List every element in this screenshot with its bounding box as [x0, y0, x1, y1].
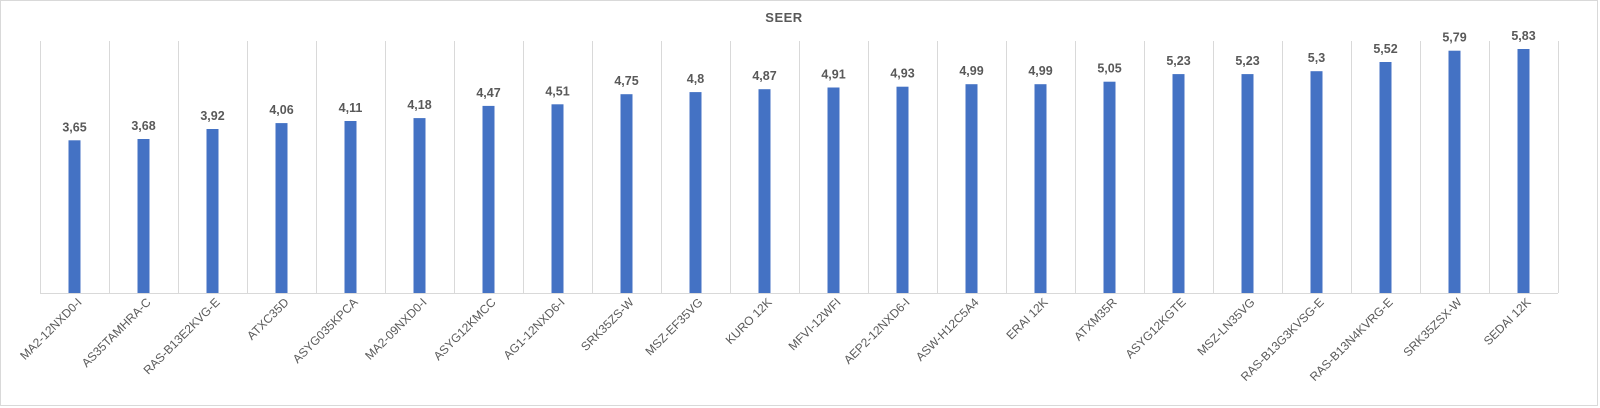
data-label: 4,87: [752, 69, 776, 83]
data-label: 3,68: [131, 119, 155, 133]
data-label: 4,99: [959, 64, 983, 78]
x-tick-label: SRK35ZSX-W: [1400, 295, 1465, 360]
x-tick-label: AS35TAMHRA-C: [79, 295, 154, 370]
data-label: 5,79: [1442, 31, 1466, 45]
bar: [275, 123, 288, 293]
x-tick-label: MSZ-LN35VG: [1194, 295, 1257, 358]
bar: [1448, 50, 1461, 294]
x-tick-label: ERAI 12K: [1003, 295, 1050, 342]
x-tick-label: ATXM35R: [1071, 295, 1120, 344]
data-label: 5,3: [1308, 51, 1325, 65]
data-label: 4,91: [821, 68, 845, 82]
bar: [620, 94, 633, 293]
bar: [965, 84, 978, 293]
bar: [482, 105, 495, 294]
bar: [896, 86, 909, 293]
bar: [137, 139, 150, 293]
data-label: 4,8: [687, 72, 704, 86]
bar: [551, 104, 564, 293]
x-tick-label: KURO 12K: [723, 295, 775, 347]
x-tick-label: AG1-12NXD6-I: [501, 295, 568, 362]
data-label: 5,23: [1235, 54, 1259, 68]
data-label: 5,05: [1097, 62, 1121, 76]
data-label: 4,47: [476, 86, 500, 100]
data-label: 4,51: [545, 84, 569, 98]
x-tick-label: RAS-B13E2KVG-E: [141, 295, 223, 377]
x-tick-label: SRK35ZS-W: [578, 295, 637, 354]
bar: [1103, 81, 1116, 293]
data-label: 4,06: [269, 103, 293, 117]
bar: [344, 121, 357, 293]
data-label: 4,11: [339, 101, 363, 115]
chart-title: SEER: [765, 10, 803, 25]
x-tick-label: MA2-09NXD0-I: [362, 295, 429, 362]
x-tick-label: AEP2-12NXD6-I: [841, 295, 913, 367]
data-label: 4,18: [407, 98, 431, 112]
bar: [1034, 84, 1047, 293]
x-tick-label: ASYG12KMCC: [431, 295, 499, 363]
data-label: 5,83: [1511, 29, 1535, 43]
bar: [68, 140, 81, 293]
data-label: 4,93: [890, 67, 914, 81]
data-label: 3,65: [62, 120, 86, 134]
x-tick-label: SEDAI 12K: [1481, 295, 1534, 348]
data-label: 3,92: [200, 109, 224, 123]
data-label: 4,99: [1028, 64, 1052, 78]
x-tick-label: ASYG035KPCA: [290, 295, 361, 366]
x-tick-label: MA2-12NXD0-I: [17, 295, 84, 362]
bar: [1172, 74, 1185, 293]
grid-lines: [40, 41, 1559, 293]
bar: [413, 118, 426, 293]
bar: [1517, 49, 1530, 293]
bar-series: [68, 49, 1530, 294]
x-tick-label: MFVI-12WFI: [786, 295, 844, 353]
bar: [206, 129, 219, 293]
data-label: 4,75: [614, 74, 638, 88]
x-tick-label: ASYG12KGTE: [1123, 295, 1189, 361]
x-tick-label: ATXC35D: [244, 295, 292, 343]
bar: [758, 89, 771, 293]
bar: [827, 87, 840, 293]
x-tick-label: MSZ-EF35VG: [642, 295, 705, 358]
bar: [1310, 71, 1323, 293]
x-tick-label: ASW-H12C5A4: [913, 295, 982, 364]
bar: [1379, 62, 1392, 293]
data-labels: 3,65 3,68 3,92 4,06 4,11 4,18 4,47 4,51 4,75 4,8 4…: [62, 29, 1535, 134]
data-label: 5,52: [1373, 42, 1397, 56]
bar: [689, 92, 702, 293]
data-label: 5,23: [1166, 54, 1190, 68]
bar: [1241, 74, 1254, 293]
